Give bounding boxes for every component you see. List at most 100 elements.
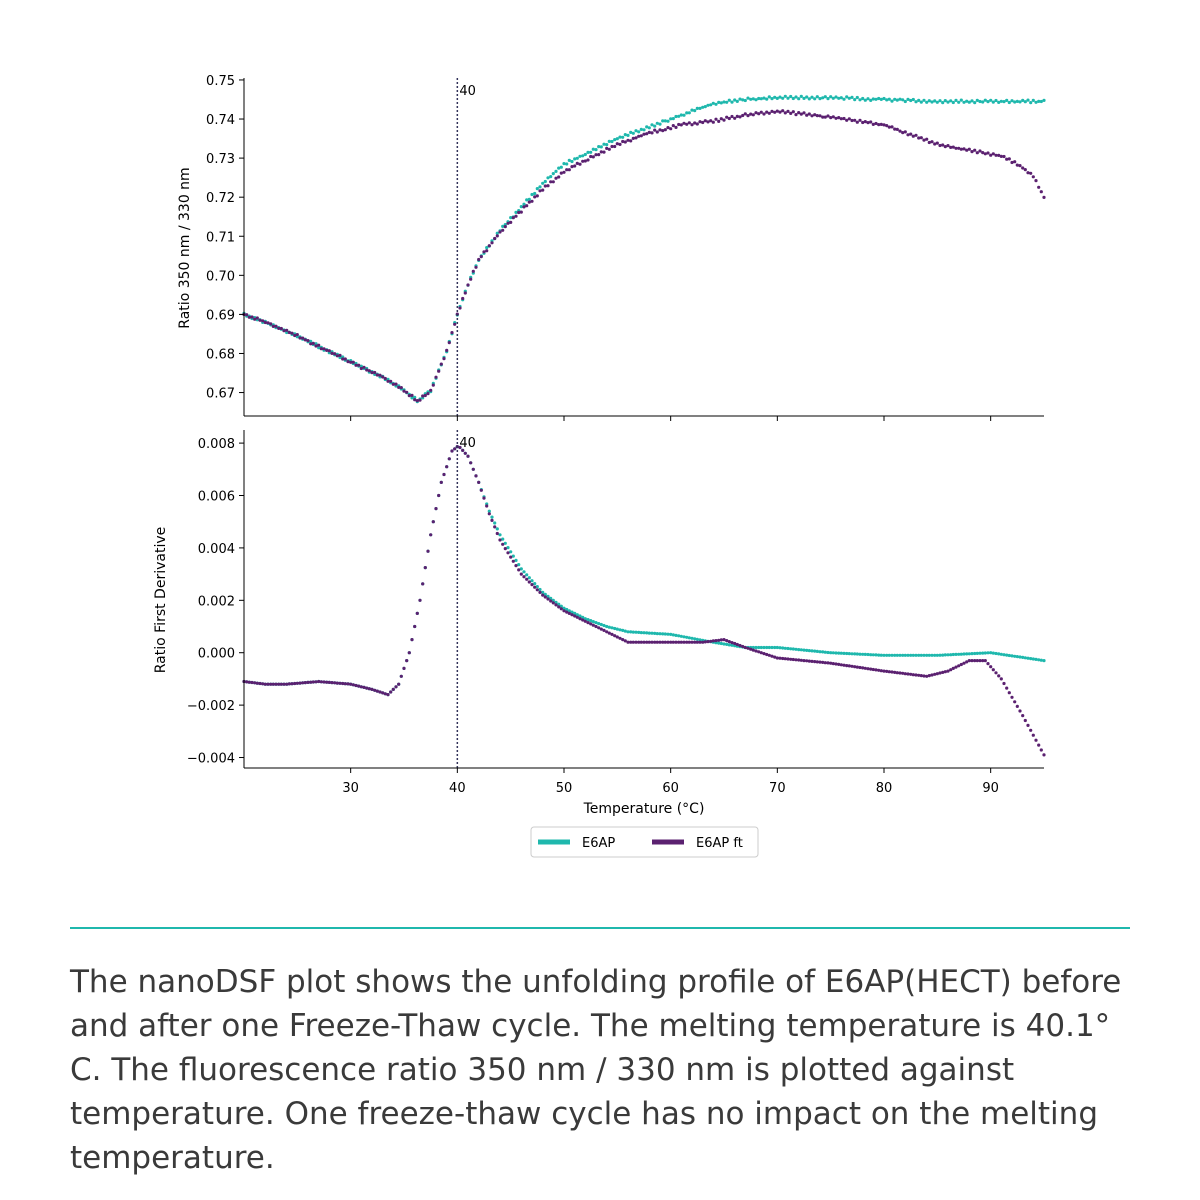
- data-point: [773, 655, 777, 659]
- data-point: [653, 124, 657, 128]
- data-point: [821, 660, 825, 665]
- data-point: [573, 157, 577, 161]
- y-tick-label: 0.75: [206, 74, 235, 89]
- data-point: [650, 631, 654, 635]
- bottom-y-ticks: −0.004 −0.002 0.000 0.002 0.004 0.006 0.008: [187, 437, 244, 767]
- data-point: [682, 121, 686, 125]
- data-point: [911, 673, 915, 677]
- data-point: [503, 547, 507, 551]
- data-point: [575, 615, 579, 619]
- data-point: [261, 319, 265, 323]
- data-point: [986, 151, 990, 155]
- data-point: [767, 645, 771, 650]
- data-point: [562, 162, 566, 166]
- data-point: [938, 143, 942, 148]
- data-point: [533, 191, 537, 196]
- data-point: [762, 645, 766, 650]
- data-point: [735, 99, 739, 103]
- data-point: [831, 96, 835, 100]
- data-point: [599, 150, 603, 154]
- data-point: [791, 96, 795, 101]
- data-point: [413, 624, 417, 629]
- data-point: [789, 647, 793, 651]
- data-point: [645, 125, 649, 129]
- data-point: [813, 649, 817, 653]
- data-point: [426, 392, 430, 396]
- data-point: [970, 652, 974, 656]
- data-point: [605, 146, 609, 150]
- data-point: [458, 306, 462, 310]
- data-point: [999, 154, 1003, 158]
- legend-box: [530, 826, 759, 858]
- data-point: [749, 647, 753, 651]
- data-point: [423, 566, 427, 570]
- data-point: [287, 682, 291, 686]
- data-point: [759, 97, 763, 101]
- data-point: [938, 671, 942, 675]
- data-point: [482, 250, 486, 254]
- data-point: [997, 652, 1001, 656]
- data-point: [674, 114, 678, 119]
- data-point: [567, 168, 571, 172]
- data-point: [639, 640, 643, 644]
- data-point: [442, 472, 446, 477]
- data-point: [887, 653, 891, 657]
- data-point: [506, 551, 510, 555]
- data-point: [773, 110, 777, 114]
- data-point: [661, 119, 665, 123]
- data-point: [1039, 190, 1043, 194]
- data-point: [645, 631, 649, 635]
- data-point: [738, 643, 742, 648]
- data-point: [429, 388, 433, 392]
- data-point: [698, 638, 702, 642]
- data-point: [898, 671, 902, 675]
- data-point: [575, 613, 579, 617]
- data-point: [533, 195, 537, 199]
- data-point: [487, 512, 491, 516]
- data-point: [373, 370, 377, 375]
- data-point: [858, 665, 862, 670]
- data-point: [421, 394, 425, 398]
- data-point: [637, 640, 641, 644]
- data-point: [650, 131, 654, 135]
- data-point: [535, 187, 539, 191]
- data-point: [541, 188, 545, 192]
- data-point: [885, 98, 889, 102]
- data-point: [445, 465, 449, 469]
- data-point: [751, 97, 755, 101]
- data-point: [653, 128, 657, 132]
- data-point: [909, 653, 913, 657]
- data-point: [549, 180, 553, 184]
- data-point: [1042, 659, 1046, 663]
- data-point: [615, 627, 619, 631]
- data-point: [298, 336, 302, 340]
- data-point: [1029, 657, 1033, 661]
- data-point: [685, 111, 689, 115]
- data-point: [503, 541, 507, 545]
- data-point: [1031, 657, 1035, 661]
- data-point: [719, 101, 723, 105]
- data-point: [666, 640, 670, 644]
- data-point: [671, 124, 675, 128]
- x-tick-label: 60: [662, 781, 679, 796]
- data-point: [559, 171, 563, 175]
- data-point: [487, 509, 491, 513]
- data-point: [879, 97, 883, 101]
- data-point: [530, 192, 534, 197]
- data-point: [967, 147, 971, 151]
- data-point: [1002, 681, 1006, 686]
- data-point: [1037, 185, 1041, 189]
- data-point: [658, 640, 662, 644]
- data-point: [1010, 99, 1014, 103]
- data-point: [317, 343, 321, 347]
- data-point: [962, 100, 966, 104]
- data-point: [474, 474, 478, 478]
- data-point: [989, 153, 993, 157]
- data-point: [1007, 157, 1011, 161]
- data-point: [794, 658, 798, 662]
- data-point: [949, 653, 953, 657]
- data-point: [685, 635, 689, 639]
- data-point: [642, 640, 646, 644]
- data-point: [959, 147, 963, 151]
- data-point: [415, 399, 419, 403]
